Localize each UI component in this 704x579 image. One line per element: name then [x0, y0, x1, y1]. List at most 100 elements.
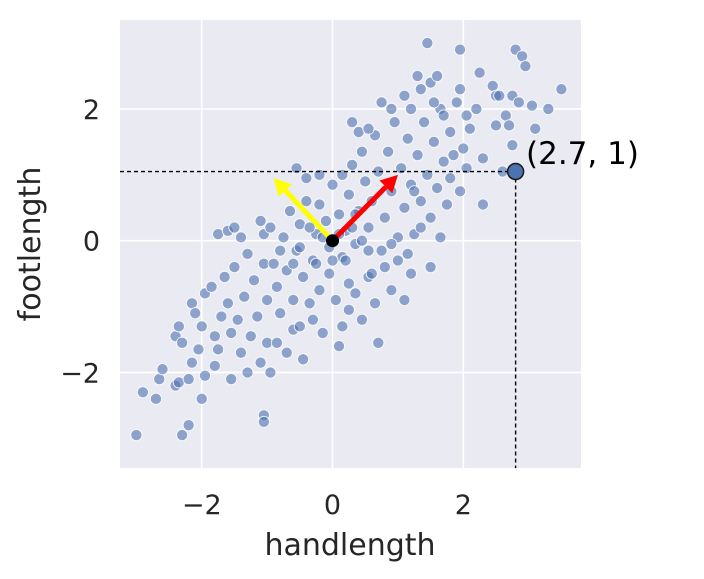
- data-point: [176, 336, 189, 349]
- data-point: [424, 261, 437, 274]
- data-point: [346, 116, 359, 129]
- data-point: [525, 99, 539, 112]
- data-point: [277, 231, 290, 244]
- highlight-point-label: (2.7, 1): [526, 136, 639, 172]
- data-point: [385, 237, 398, 251]
- x-tick-label: 0: [324, 490, 341, 521]
- y-tick-label: −2: [60, 358, 100, 389]
- data-point: [182, 373, 195, 386]
- data-point: [342, 188, 355, 201]
- data-point: [372, 336, 385, 349]
- data-point: [434, 231, 447, 244]
- data-point: [421, 37, 434, 50]
- data-point: [411, 149, 424, 162]
- data-point: [355, 234, 368, 247]
- data-point: [453, 43, 467, 56]
- data-point: [264, 221, 277, 234]
- data-point: [185, 356, 198, 369]
- highlight-marks: [326, 162, 525, 248]
- data-point: [270, 280, 283, 293]
- data-point: [208, 330, 221, 343]
- data-point: [313, 198, 326, 211]
- data-point: [264, 366, 277, 379]
- data-point: [244, 330, 257, 343]
- data-point: [414, 221, 427, 234]
- data-point: [323, 267, 336, 280]
- data-point: [437, 155, 450, 168]
- data-point: [542, 102, 555, 115]
- data-point: [333, 208, 346, 221]
- data-point: [519, 60, 532, 73]
- data-point: [476, 198, 489, 211]
- y-tick-label: 0: [83, 227, 100, 258]
- data-point: [385, 102, 398, 115]
- data-point: [195, 392, 208, 405]
- data-point: [391, 254, 404, 267]
- data-point: [303, 297, 316, 310]
- data-point: [339, 254, 352, 267]
- data-point: [310, 257, 323, 270]
- vector-arrowhead: [273, 178, 292, 197]
- data-point: [470, 102, 483, 115]
- data-point: [424, 211, 437, 224]
- data-point: [362, 244, 375, 257]
- data-point: [254, 214, 267, 227]
- data-point: [205, 280, 218, 293]
- data-point: [172, 320, 185, 333]
- data-point: [378, 261, 391, 274]
- data-point: [450, 96, 463, 109]
- data-point: [512, 96, 525, 109]
- data-point: [212, 343, 225, 356]
- data-point: [388, 116, 401, 129]
- data-point: [300, 172, 313, 185]
- data-point: [241, 247, 254, 260]
- data-point: [297, 270, 310, 283]
- data-point: [365, 267, 378, 280]
- data-point: [378, 211, 391, 224]
- data-point: [463, 122, 476, 135]
- data-point: [414, 83, 427, 96]
- data-point: [287, 257, 300, 270]
- data-point: [506, 139, 519, 152]
- data-point: [208, 359, 221, 372]
- data-point: [283, 205, 297, 218]
- data-point: [368, 297, 382, 310]
- data-point: [156, 363, 169, 376]
- data-point: [333, 340, 346, 353]
- data-point: [218, 270, 231, 283]
- data-point: [398, 89, 411, 102]
- data-point: [414, 195, 427, 208]
- y-axis-label: footlength: [13, 167, 48, 322]
- data-point: [362, 221, 375, 234]
- x-tick-label: −2: [182, 490, 222, 521]
- data-point: [336, 320, 349, 333]
- data-point: [342, 277, 355, 290]
- data-point: [221, 297, 234, 310]
- data-point: [251, 310, 264, 323]
- data-point: [182, 419, 195, 432]
- data-point: [404, 267, 418, 280]
- data-point: [274, 244, 287, 257]
- data-point: [359, 175, 372, 188]
- data-point: [254, 356, 267, 369]
- data-point: [460, 109, 473, 122]
- data-point: [444, 172, 457, 185]
- data-point: [355, 313, 368, 326]
- data-point: [319, 214, 333, 227]
- data-point: [267, 257, 280, 270]
- data-point: [431, 181, 444, 195]
- vector-arrows: [273, 174, 398, 243]
- data-point: [382, 145, 395, 158]
- scatter-points: [130, 37, 568, 442]
- data-point: [297, 353, 310, 366]
- data-point: [195, 320, 208, 333]
- data-point: [329, 293, 342, 307]
- data-point: [316, 326, 329, 339]
- data-point: [529, 122, 542, 135]
- data-point: [238, 290, 251, 303]
- data-point: [437, 109, 450, 122]
- data-point: [228, 261, 241, 274]
- data-point: [503, 119, 516, 132]
- data-point: [270, 336, 283, 349]
- vector-shaft: [283, 188, 335, 243]
